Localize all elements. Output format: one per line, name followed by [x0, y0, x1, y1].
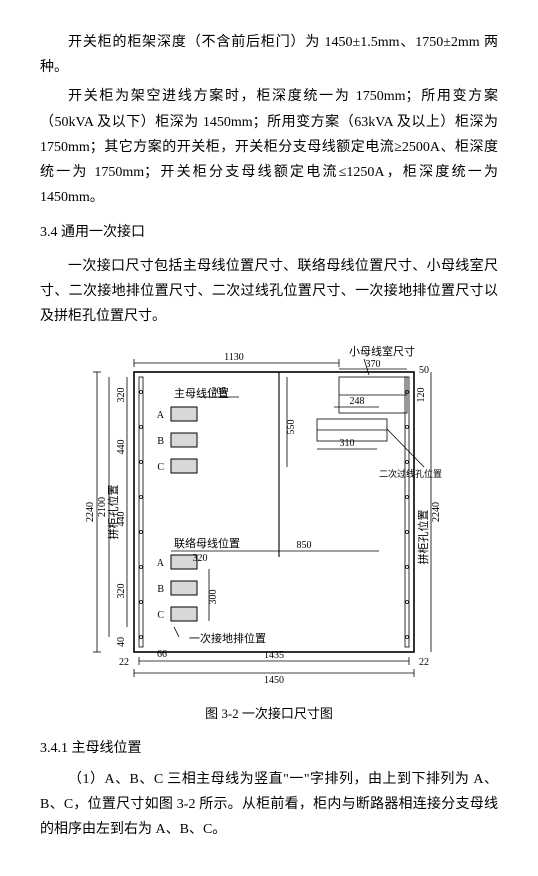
dim-22a: 22	[119, 657, 129, 668]
heading-3-4-1: 3.4.1 主母线位置	[40, 736, 498, 761]
dim-66: 66	[157, 649, 167, 660]
dim-205: 205	[212, 386, 227, 397]
dim-120: 120	[416, 388, 427, 403]
dim-850: 850	[297, 540, 312, 551]
secondary-wire-hole-label: 二次过线孔位置	[379, 468, 442, 479]
primary-ground-label: 一次接地排位置	[189, 631, 266, 645]
dim-370: 370	[366, 359, 381, 370]
figure-caption-3-2: 图 3-2 一次接口尺寸图	[40, 702, 498, 725]
dim-310: 310	[340, 438, 355, 449]
dim-440b: 440	[116, 512, 127, 527]
phase-b-1: B	[157, 436, 164, 447]
panel-hole-label-right: 拼柜孔位置	[416, 510, 430, 565]
dim-1450: 1450	[264, 675, 284, 686]
dim-248: 248	[350, 396, 365, 407]
heading-3-4: 3.4 通用一次接口	[40, 220, 498, 245]
dim-2240-r: 2240	[431, 502, 442, 522]
dim-2240: 2240	[85, 502, 96, 522]
paragraph-4: （1）A、B、C 三相主母线为竖直"一"字排列，由上到下排列为 A、B、C，位置…	[40, 767, 498, 843]
dim-1130: 1130	[224, 352, 244, 363]
phase-a-2: A	[157, 558, 165, 569]
paragraph-1: 开关柜的柜架深度（不含前后柜门）为 1450±1.5mm、1750±2mm 两种…	[40, 30, 498, 80]
small-busbar-label: 小母线室尺寸	[349, 344, 415, 358]
dim-22b: 22	[419, 657, 429, 668]
phase-a-1: A	[157, 410, 165, 421]
dim-550: 550	[286, 420, 297, 435]
phase-c-1: C	[157, 462, 164, 473]
phase-b-2: B	[157, 584, 164, 595]
dim-1435: 1435	[264, 650, 284, 661]
dim-320a: 320	[116, 388, 127, 403]
paragraph-3: 一次接口尺寸包括主母线位置尺寸、联络母线位置尺寸、小母线室尺寸、二次接地排位置尺…	[40, 254, 498, 330]
dim-320c: 320	[116, 584, 127, 599]
dim-300: 300	[208, 590, 219, 605]
dim-50: 50	[419, 365, 429, 376]
paragraph-2: 开关柜为架空进线方案时，柜深度统一为 1750mm；所用变方案（50kVA 及以…	[40, 84, 498, 210]
link-busbar-label: 联络母线位置	[174, 536, 240, 550]
dim-320b: 320	[193, 553, 208, 564]
figure-3-2: A B C A B C 小母线室尺寸 1130 370 50 主母线位置 205	[40, 337, 498, 696]
phase-c-2: C	[157, 610, 164, 621]
dim-440a: 440	[116, 440, 127, 455]
dim-40: 40	[116, 637, 127, 647]
dim-2100: 2100	[97, 497, 108, 517]
